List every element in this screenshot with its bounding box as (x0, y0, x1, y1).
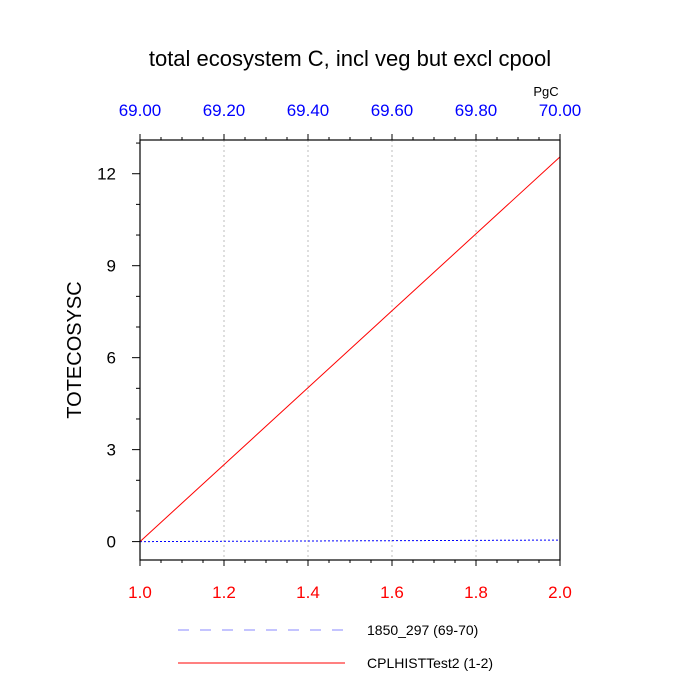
bottom-tick-label: 1.8 (464, 583, 488, 602)
legend-label-cplhisttest2: CPLHISTTest2 (1-2) (367, 655, 493, 671)
plot-frame (139, 139, 561, 561)
series-layer (139, 156, 561, 543)
top-tick-labels: 69.00 69.20 69.40 69.60 69.80 70.00 (119, 101, 582, 120)
left-tick-label: 3 (107, 441, 116, 460)
legend-label-1850-297: 1850_297 (69-70) (367, 622, 478, 638)
ticks (132, 134, 561, 566)
left-tick-label: 9 (107, 257, 116, 276)
bottom-tick-label: 1.2 (212, 583, 236, 602)
top-tick-label: 69.00 (119, 101, 162, 120)
top-axis-units: PgC (533, 84, 558, 99)
top-tick-label: 69.20 (203, 101, 246, 120)
bottom-tick-label: 2.0 (548, 583, 572, 602)
top-tick-label: 69.80 (455, 101, 498, 120)
left-tick-label: 0 (107, 533, 116, 552)
left-tick-labels: 0 3 6 9 12 (97, 165, 116, 552)
top-tick-label: 69.40 (287, 101, 330, 120)
bottom-tick-label: 1.0 (128, 583, 152, 602)
left-tick-label: 12 (97, 165, 116, 184)
legend: 1850_297 (69-70) CPLHISTTest2 (1-2) (178, 622, 493, 671)
grid (223, 140, 477, 560)
series-line-1 (139, 156, 561, 542)
bottom-tick-label: 1.4 (296, 583, 320, 602)
top-tick-label: 70.00 (539, 101, 582, 120)
left-tick-label: 6 (107, 349, 116, 368)
top-tick-label: 69.60 (371, 101, 414, 120)
bottom-tick-labels: 1.0 1.2 1.4 1.6 1.8 2.0 (128, 583, 572, 602)
y-axis-label: TOTECOSYSC (64, 281, 86, 418)
bottom-tick-label: 1.6 (380, 583, 404, 602)
series-line-0 (139, 539, 561, 543)
chart-title: total ecosystem C, incl veg but excl cpo… (149, 46, 551, 71)
